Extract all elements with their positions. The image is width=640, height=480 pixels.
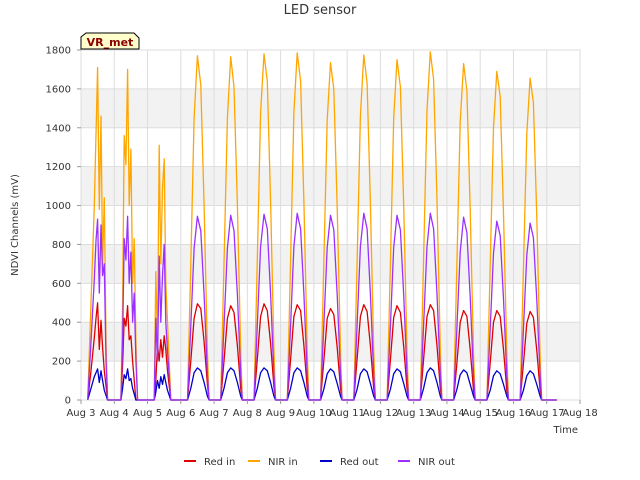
grid-band [81, 166, 580, 206]
badge-box [80, 32, 140, 50]
y-tick-label: 1600 [46, 84, 71, 95]
x-tick-label: Aug 17 [529, 408, 564, 419]
x-tick-label: Aug 9 [266, 408, 295, 419]
chart-title: LED sensor [284, 3, 357, 18]
x-tick-label: Aug 3 [66, 408, 95, 419]
y-tick-label: 800 [52, 240, 71, 251]
x-tick-label: Aug 14 [429, 408, 464, 419]
legend-item: NIR out [398, 457, 455, 468]
x-tick-label: Aug 7 [200, 408, 229, 419]
y-tick-label: 600 [52, 279, 71, 290]
y-axis-title: NDVI Channels (mV) [10, 174, 21, 276]
x-tick-label: Aug 6 [166, 408, 195, 419]
x-tick-label: Aug 12 [363, 408, 398, 419]
y-tick-label: 1200 [46, 162, 71, 173]
x-tick-label: Aug 8 [233, 408, 262, 419]
y-tick-label: 1400 [46, 123, 71, 134]
y-tick-label: 1800 [46, 46, 71, 57]
badge-label: VR_met [87, 36, 134, 49]
badge: VR_met [80, 32, 140, 50]
legend: Red in NIR in Red out NIR out [184, 457, 455, 468]
x-tick-label: Aug 5 [133, 408, 162, 419]
x-tick-label: Aug 11 [329, 408, 364, 419]
x-tick-label: Aug 4 [100, 408, 129, 419]
y-axis-ticks: 0 200 400 600 800 1000 1200 1400 1600 1800 [46, 46, 81, 407]
legend-item: NIR in [248, 457, 298, 468]
x-tick-label: Aug 16 [496, 408, 531, 419]
legend-label: Red in [204, 457, 235, 468]
legend-label: Red out [340, 457, 379, 468]
x-tick-label: Aug 18 [562, 408, 597, 419]
x-axis-title: Time [553, 425, 578, 436]
y-tick-label: 1000 [46, 201, 71, 212]
x-tick-label: Aug 10 [296, 408, 331, 419]
x-tick-label: Aug 13 [396, 408, 431, 419]
y-tick-label: 400 [52, 318, 71, 329]
legend-item: Red out [320, 457, 379, 468]
gridlines [80, 49, 581, 401]
x-tick-label: Aug 15 [462, 408, 497, 419]
y-tick-label: 200 [52, 357, 71, 368]
series-line-nir-out [87, 212, 557, 401]
series-lines [87, 51, 557, 401]
legend-label: NIR in [268, 457, 298, 468]
legend-item: Red in [184, 457, 235, 468]
x-axis-ticks: Aug 3 Aug 4 Aug 5 Aug 6 Aug 7 Aug 8 Aug 9 Aug 1… [66, 400, 598, 419]
series-line-red-out [87, 367, 557, 401]
grid-band [81, 88, 580, 128]
y-tick-label: 0 [65, 396, 71, 407]
legend-label: NIR out [418, 457, 455, 468]
